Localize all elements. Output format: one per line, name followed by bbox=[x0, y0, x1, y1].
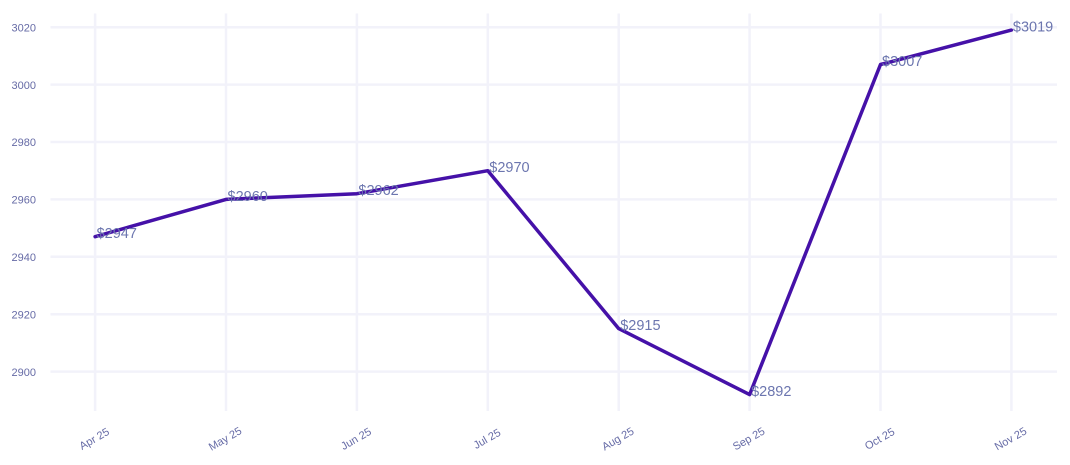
svg-text:2920: 2920 bbox=[12, 309, 36, 321]
svg-text:3020: 3020 bbox=[12, 22, 36, 34]
svg-text:2900: 2900 bbox=[12, 367, 36, 379]
svg-text:$2915: $2915 bbox=[620, 318, 660, 334]
svg-text:$2892: $2892 bbox=[751, 384, 791, 400]
svg-text:$2970: $2970 bbox=[489, 160, 529, 176]
svg-text:$2947: $2947 bbox=[97, 226, 137, 242]
svg-text:3000: 3000 bbox=[12, 80, 36, 92]
svg-text:$2960: $2960 bbox=[228, 189, 268, 205]
svg-text:$3019: $3019 bbox=[1013, 20, 1053, 36]
svg-text:$2962: $2962 bbox=[358, 183, 398, 199]
svg-text:$3007: $3007 bbox=[882, 54, 922, 70]
svg-text:2980: 2980 bbox=[12, 137, 36, 149]
svg-text:2940: 2940 bbox=[12, 252, 36, 264]
svg-text:2960: 2960 bbox=[12, 195, 36, 207]
